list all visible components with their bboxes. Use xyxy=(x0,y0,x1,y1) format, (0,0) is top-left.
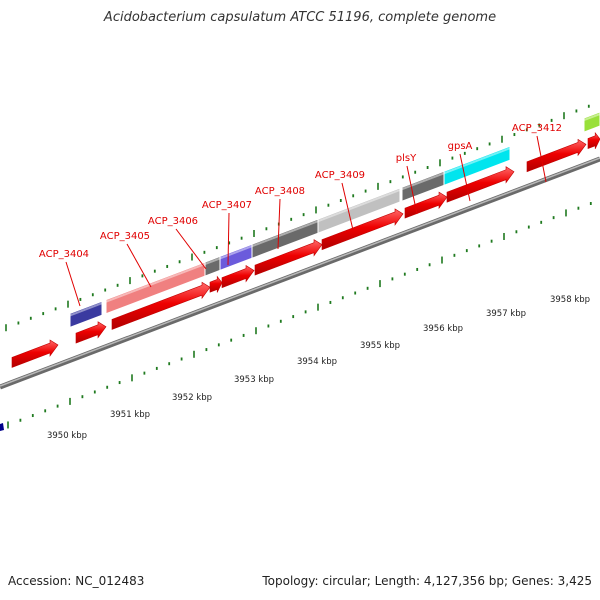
feature-block-shine xyxy=(583,113,600,122)
label-leaders xyxy=(65,135,547,307)
cds-arrow xyxy=(111,281,211,330)
kbp-label: 3956 kbp xyxy=(423,324,463,334)
kbp-label: 3952 kbp xyxy=(172,393,212,403)
kbp-label: 3953 kbp xyxy=(234,375,274,385)
kbp-label-layer: 3950 kbp 3951 kbp 3952 kbp 3953 kbp 3954 kbp… xyxy=(47,295,590,441)
label-leader xyxy=(277,198,281,250)
feature-block xyxy=(443,145,511,187)
gene-label: plsY xyxy=(396,153,417,164)
outer-tick-track xyxy=(5,104,590,332)
label-leader xyxy=(459,153,471,202)
feature-block-shine xyxy=(204,257,221,266)
feature-block-shine xyxy=(443,147,511,175)
feature-block xyxy=(69,300,103,329)
gene-label: ACP_3412 xyxy=(512,123,562,134)
cds-arrow xyxy=(221,264,255,289)
feature-block xyxy=(0,423,4,431)
inner-tick-track xyxy=(7,201,592,429)
label-leader xyxy=(175,228,207,270)
feature-block-shine xyxy=(69,302,103,317)
accession-text: Accession: NC_012483 xyxy=(8,574,145,588)
feature-block-shine xyxy=(251,220,319,248)
gene-label: ACP_3409 xyxy=(315,170,365,181)
feature-block xyxy=(583,111,600,133)
genome-backbone xyxy=(0,156,600,390)
label-leader xyxy=(536,135,547,183)
cds-arrow xyxy=(526,138,587,173)
kbp-label: 3950 kbp xyxy=(47,431,87,441)
feature-block-shine xyxy=(105,263,206,303)
cds-arrow xyxy=(75,321,107,344)
backbone-line xyxy=(0,156,600,390)
gene-label: ACP_3408 xyxy=(255,186,305,197)
label-leader xyxy=(227,212,230,266)
label-leader xyxy=(65,261,81,307)
feature-block-shine xyxy=(219,245,253,260)
label-leader xyxy=(406,165,418,215)
cds-arrow xyxy=(254,239,323,276)
gene-label-layer: ACP_3404 ACP_3405 ACP_3406 ACP_3407ACP_3408… xyxy=(39,123,562,260)
cds-track xyxy=(11,131,600,368)
cds-arrow xyxy=(321,208,404,251)
gene-label: ACP_3405 xyxy=(100,231,150,242)
gene-label: gpsA xyxy=(448,141,473,152)
backbone-highlight xyxy=(0,157,600,387)
label-leader xyxy=(341,182,354,231)
cds-arrow xyxy=(11,339,59,368)
cds-arrow xyxy=(587,131,600,149)
cds-arrow xyxy=(404,191,448,219)
feature-block xyxy=(317,187,401,234)
map-title: Acidobacterium capsulatum ATCC 51196, co… xyxy=(103,10,497,25)
cds-arrow xyxy=(446,166,515,203)
cds-arrow xyxy=(209,275,223,293)
kbp-label: 3958 kbp xyxy=(550,295,590,305)
kbp-label: 3957 kbp xyxy=(486,309,526,319)
label-leader xyxy=(126,243,152,288)
kbp-label: 3951 kbp xyxy=(110,410,150,420)
gene-label: ACP_3406 xyxy=(148,216,198,227)
feature-block-shine xyxy=(401,172,445,191)
genome-summary: Topology: circular; Length: 4,127,356 bp… xyxy=(262,574,592,588)
gene-label: ACP_3404 xyxy=(39,249,89,260)
gene-label: ACP_3407 xyxy=(202,200,252,211)
feature-block-shine xyxy=(317,189,401,223)
kbp-label: 3955 kbp xyxy=(360,341,400,351)
kbp-label: 3954 kbp xyxy=(297,357,337,367)
